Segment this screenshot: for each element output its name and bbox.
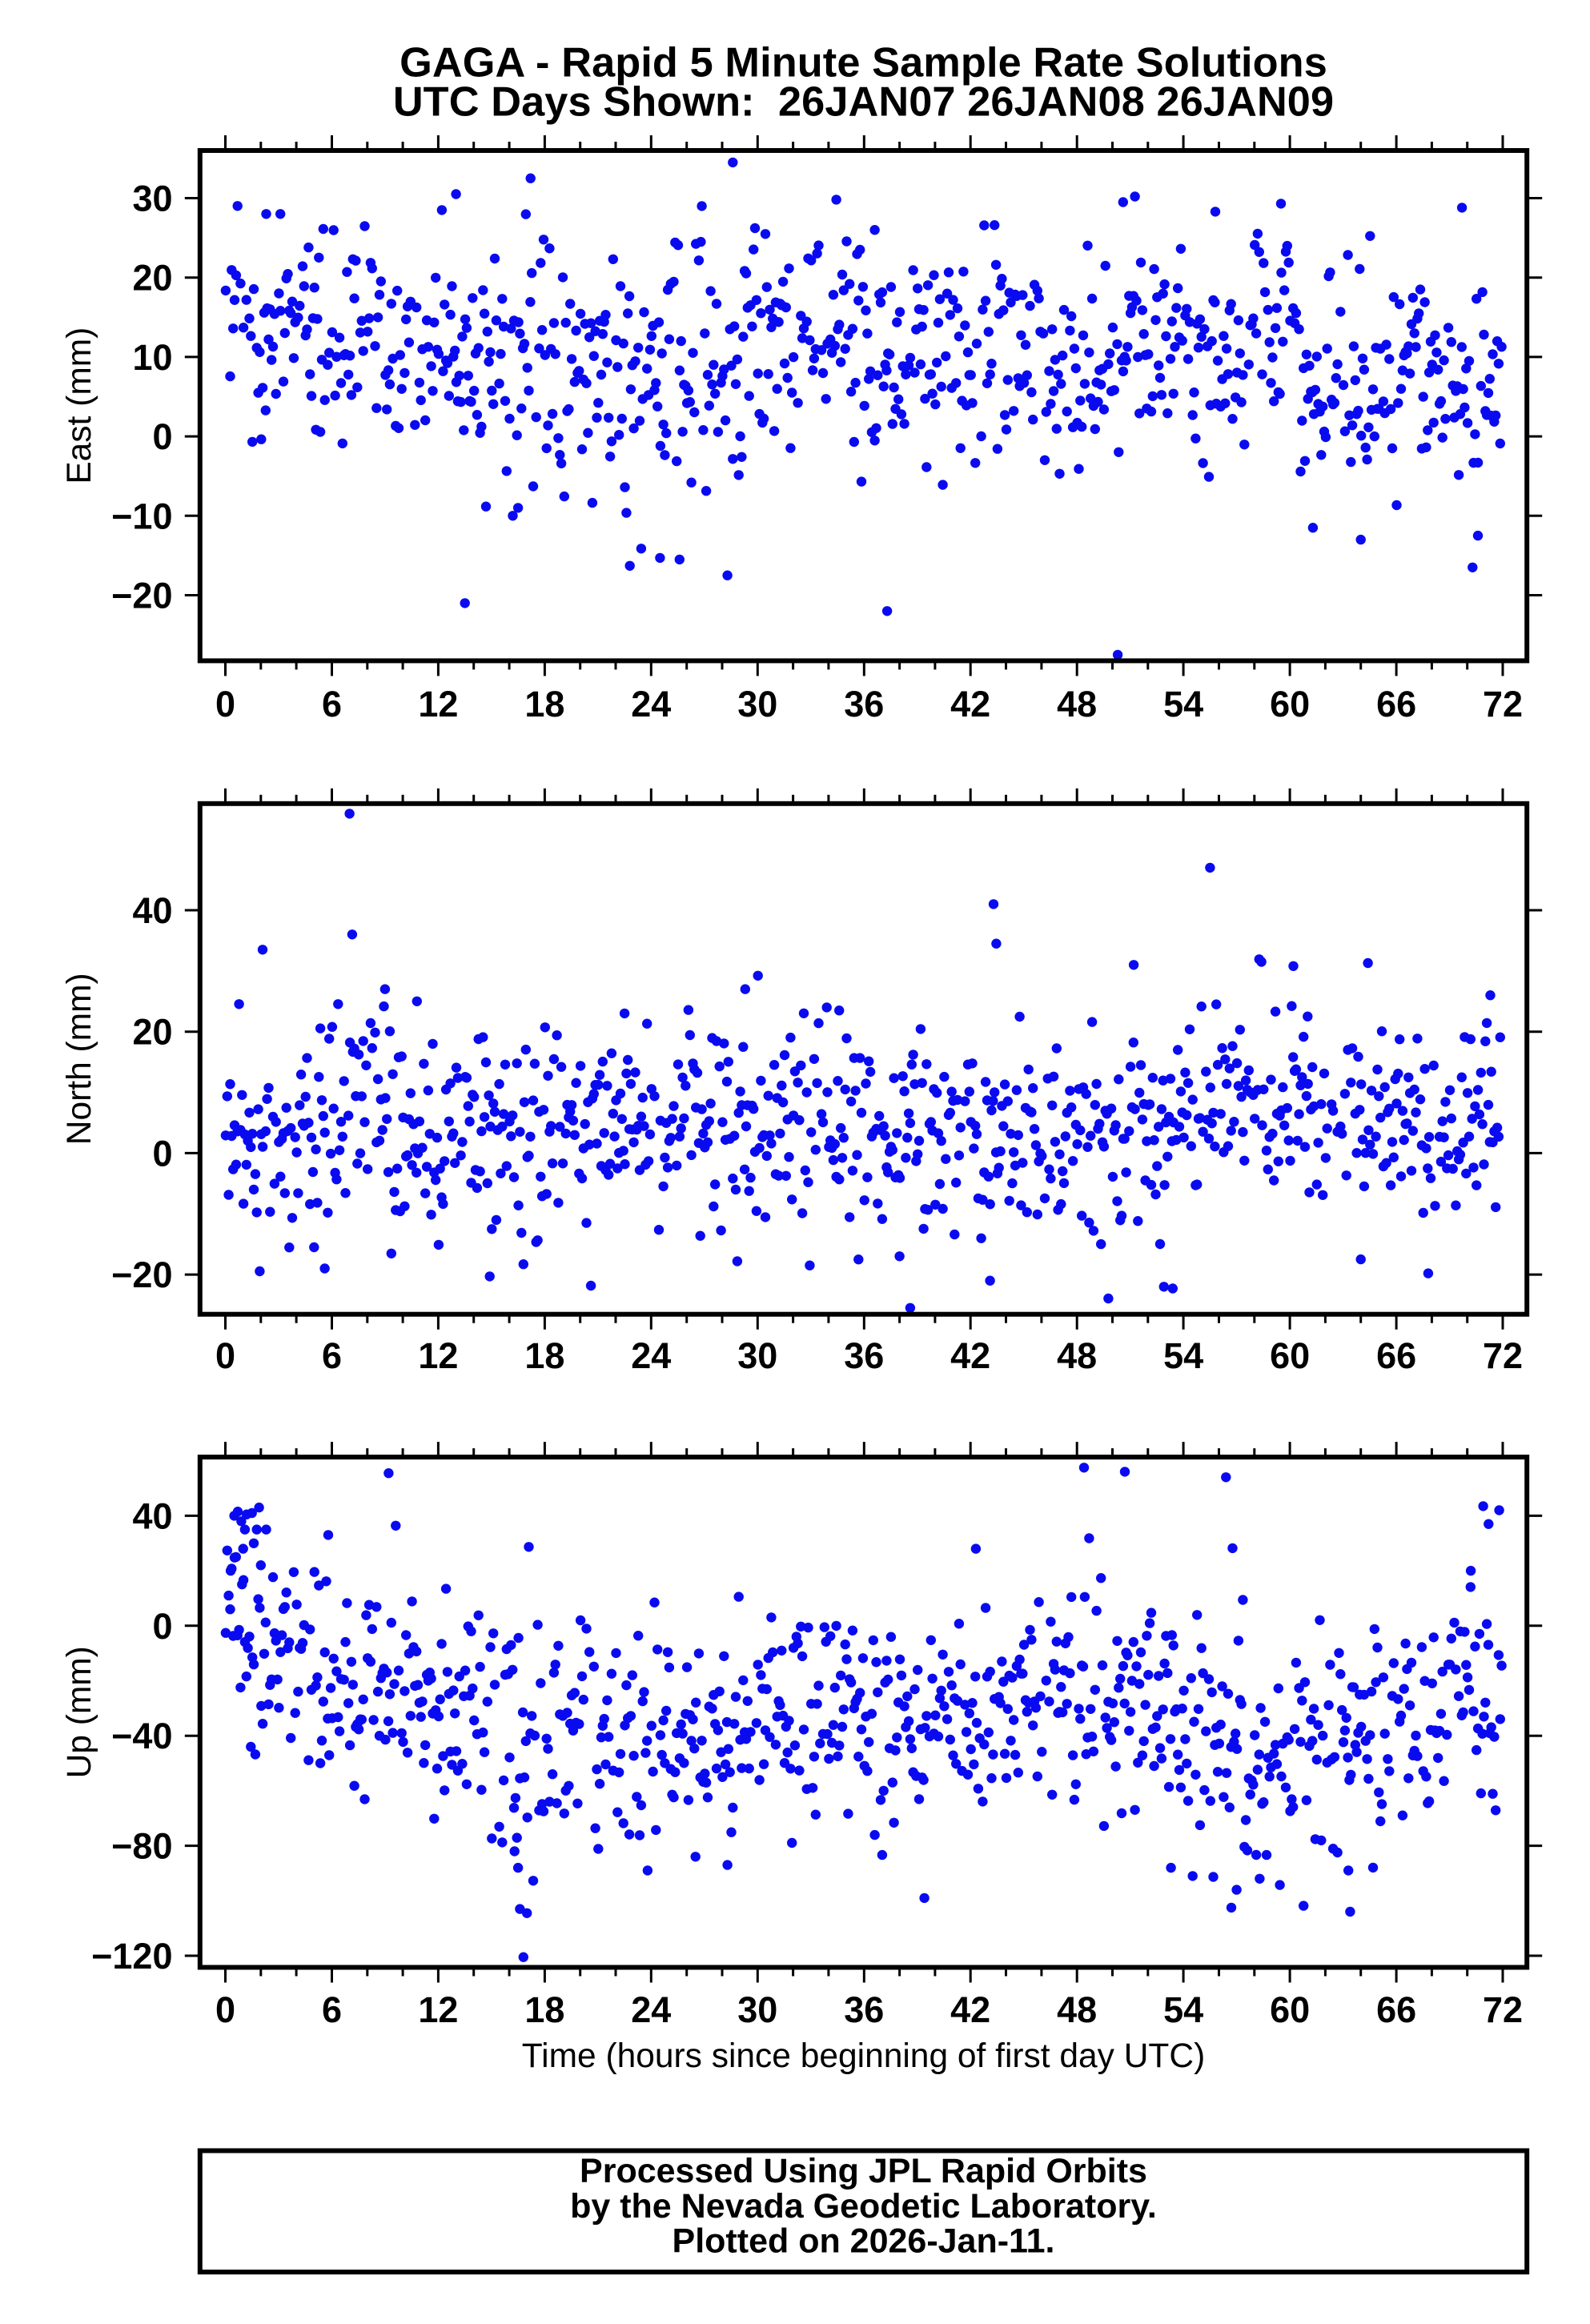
svg-text:60: 60 [1270,684,1310,724]
svg-text:−120: −120 [91,1936,172,1977]
svg-text:12: 12 [418,684,458,724]
svg-text:0: 0 [215,1989,235,2030]
svg-text:0: 0 [152,1606,172,1647]
svg-text:42: 42 [950,1989,990,2030]
svg-text:72: 72 [1483,684,1523,724]
svg-text:36: 36 [844,1335,884,1376]
svg-text:72: 72 [1483,1989,1523,2030]
svg-text:6: 6 [322,1335,342,1376]
svg-text:48: 48 [1057,1989,1097,2030]
svg-text:0: 0 [152,416,172,457]
svg-text:Plotted on 2026-Jan-11.: Plotted on 2026-Jan-11. [673,2222,1055,2260]
svg-text:18: 18 [524,1989,564,2030]
svg-text:48: 48 [1057,684,1097,724]
svg-text:−80: −80 [111,1826,172,1867]
svg-text:42: 42 [950,684,990,724]
svg-text:60: 60 [1270,1989,1310,2030]
svg-text:54: 54 [1163,684,1203,724]
svg-text:24: 24 [631,1335,671,1376]
svg-text:−40: −40 [111,1716,172,1756]
svg-text:12: 12 [418,1335,458,1376]
svg-text:72: 72 [1483,1335,1523,1376]
svg-text:54: 54 [1163,1989,1203,2030]
svg-text:54: 54 [1163,1335,1203,1376]
svg-text:30: 30 [737,1335,777,1376]
svg-text:30: 30 [737,1989,777,2030]
svg-text:66: 66 [1376,1989,1416,2030]
svg-text:−20: −20 [111,1254,172,1295]
svg-text:0: 0 [215,684,235,724]
svg-text:UTC Days Shown: 26JAN07 26JAN: UTC Days Shown: 26JAN07 26JAN08 26JAN09 [393,79,1334,126]
svg-text:30: 30 [132,179,172,219]
svg-text:40: 40 [132,890,172,931]
svg-text:Time (hours since beginning of: Time (hours since beginning of first day… [522,2037,1205,2075]
svg-text:30: 30 [737,684,777,724]
svg-text:66: 66 [1376,1335,1416,1376]
svg-text:0: 0 [215,1335,235,1376]
svg-text:Up (mm): Up (mm) [61,1646,98,1778]
svg-text:East (mm): East (mm) [61,327,98,484]
svg-text:Processed Using JPL Rapid Orbi: Processed Using JPL Rapid Orbits [580,2152,1147,2190]
svg-text:60: 60 [1270,1335,1310,1376]
svg-text:20: 20 [132,258,172,299]
svg-text:36: 36 [844,684,884,724]
svg-text:18: 18 [524,684,564,724]
svg-text:−10: −10 [111,496,172,536]
svg-text:10: 10 [132,337,172,378]
svg-text:48: 48 [1057,1335,1097,1376]
svg-text:36: 36 [844,1989,884,2030]
svg-text:24: 24 [631,1989,671,2030]
svg-text:GAGA - Rapid 5 Minute Sample R: GAGA - Rapid 5 Minute Sample Rate Soluti… [400,40,1327,86]
svg-text:40: 40 [132,1495,172,1536]
svg-text:20: 20 [132,1012,172,1053]
svg-text:North (mm): North (mm) [61,973,98,1145]
svg-text:by the Nevada Geodetic Laborat: by the Nevada Geodetic Laboratory. [570,2187,1157,2226]
svg-text:42: 42 [950,1335,990,1376]
svg-text:−20: −20 [111,576,172,616]
svg-text:0: 0 [152,1133,172,1174]
svg-text:6: 6 [322,684,342,724]
svg-text:66: 66 [1376,684,1416,724]
svg-text:12: 12 [418,1989,458,2030]
svg-text:6: 6 [322,1989,342,2030]
svg-text:24: 24 [631,684,671,724]
svg-text:18: 18 [524,1335,564,1376]
